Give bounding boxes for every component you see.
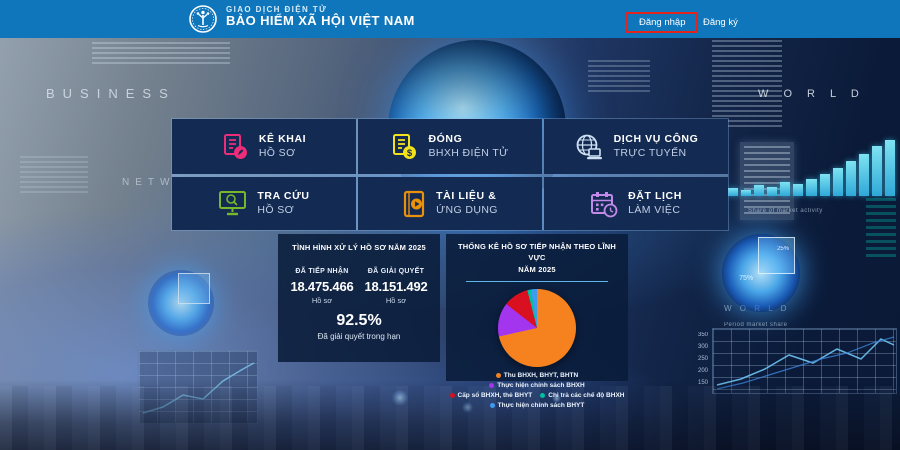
stat-received: ĐÃ TIẾP NHẬN 18.475.466 Hồ sơ <box>286 268 358 305</box>
decor-pie-caption: Period market share <box>724 322 788 328</box>
tile-label-line2: HỒ SƠ <box>258 146 296 159</box>
tile-label-line1: TÀI LIỆU & <box>436 190 497 203</box>
background-word-network: NETWORK <box>122 177 216 188</box>
menu-tile-ke-khai-ho-so[interactable]: KÊ KHAI HỒ SƠ <box>172 119 356 174</box>
site-brand: GIAO DỊCH ĐIỆN TỬ BẢO HIỂM XÃ HỘI VIỆT N… <box>226 5 415 29</box>
tile-label-line2: HỒ SƠ <box>257 203 295 216</box>
book-play-icon <box>404 190 425 217</box>
legend-color-dot <box>495 372 501 378</box>
pie-chart-panel: THỐNG KÊ HỒ SƠ TIẾP NHẬN THEO LĨNH VỰC N… <box>446 234 628 409</box>
background-word-world: W O R L D <box>758 88 865 100</box>
menu-tile-tra-cuu-ho-so[interactable]: TRA CỨU HỒ SƠ <box>172 177 356 230</box>
top-header-bar: GIAO DỊCH ĐIỆN TỬ BẢO HIỂM XÃ HỘI VIỆT N… <box>0 0 900 38</box>
legend-color-dot <box>540 392 546 398</box>
login-button[interactable]: Đăng nhập <box>626 12 699 33</box>
stat-resolved: ĐÃ GIẢI QUYẾT 18.151.492 Hồ sơ <box>360 268 432 305</box>
decor-bar-caption: Share of market activity <box>748 208 823 214</box>
decor-bar <box>754 185 765 196</box>
decor-text-block <box>588 60 650 94</box>
tile-label-line1: TRA CỨU <box>257 190 310 203</box>
legend-label: Thực hiện chính sách BHYT <box>497 401 585 409</box>
decor-bar <box>767 187 778 196</box>
vss-logo-icon <box>189 5 217 33</box>
stat-received-unit: Hồ sơ <box>311 296 333 306</box>
menu-tile-dich-vu-cong[interactable]: DỊCH VỤ CÔNG TRỰC TUYẾN <box>544 119 728 174</box>
pie-title-line2: NĂM 2025 <box>518 264 556 274</box>
decor-bar <box>858 154 869 196</box>
stat-resolved-value: 18.151.492 <box>364 279 428 295</box>
legend-item: Thực hiện chính sách BHXH <box>489 381 585 389</box>
stats-columns: ĐÃ TIẾP NHẬN 18.475.466 Hồ sơ ĐÃ GIẢI QU… <box>278 268 440 305</box>
decor-text-block <box>712 40 782 130</box>
decor-bar <box>871 146 882 196</box>
decor-glow-pie-left <box>148 270 214 336</box>
legend-item: Chi trả các chế độ BHXH <box>540 392 624 399</box>
brand-subtitle: GIAO DỊCH ĐIỆN TỬ <box>226 5 328 14</box>
decor-bar <box>806 179 817 196</box>
legend-label: Chi trả các chế độ BHXH <box>548 391 625 399</box>
stat-received-value: 18.475.466 <box>290 279 354 295</box>
decor-bar <box>728 188 739 196</box>
svg-text:$: $ <box>407 148 413 159</box>
stat-resolved-unit: Hồ sơ <box>385 296 407 306</box>
stat-resolved-label: ĐÃ GIẢI QUYẾT <box>367 268 425 276</box>
decor-bar <box>845 161 856 196</box>
monitor-search-icon <box>219 191 247 216</box>
calendar-clock-icon <box>591 191 618 217</box>
menu-tile-tai-lieu-ung-dung[interactable]: TÀI LIỆU & ỨNG DỤNG <box>358 177 542 230</box>
decor-bar <box>780 182 791 196</box>
globe-laptop-icon <box>576 134 602 159</box>
register-button[interactable]: Đăng ký <box>703 17 738 28</box>
tile-label-line1: ĐÓNG <box>428 133 463 146</box>
background-vignette <box>0 380 900 450</box>
legend-item: Thu BHXH, BHYT, BHTN <box>495 371 579 379</box>
background-word-business: BUSINESS <box>46 86 176 101</box>
decor-data-panel <box>740 142 794 220</box>
legend-item: Thực hiện chính sách BHYT <box>489 401 585 409</box>
pie-chart-legend: Thu BHXH, BHYT, BHTN Thực hiện chính sách… <box>446 372 628 409</box>
decor-teal-bars <box>866 198 896 260</box>
decor-text-block <box>20 156 88 194</box>
decor-glow-pie-right: 75% 25% <box>722 234 800 312</box>
decor-bar <box>741 190 752 196</box>
tile-label-line2: ỨNG DỤNG <box>436 203 498 216</box>
legend-item: Cấp sổ BHXH, thẻ BHYT <box>449 391 533 399</box>
decor-bar-chart <box>728 130 896 196</box>
stats-panel-title: TÌNH HÌNH XỬ LÝ HỒ SƠ NĂM 2025 <box>292 243 426 252</box>
on-time-percent: 92.5% <box>336 312 382 330</box>
tile-label-line1: DỊCH VỤ CÔNG <box>613 133 699 146</box>
main-menu-grid: KÊ KHAI HỒ SƠ $ ĐÓNG BHXH ĐIỆN TỬ <box>172 119 728 230</box>
records-by-field-pie-chart <box>498 288 576 367</box>
legend-color-dot <box>489 382 495 388</box>
processing-stats-panel: TÌNH HÌNH XỬ LÝ HỒ SƠ NĂM 2025 ĐÃ TIẾP N… <box>278 234 440 362</box>
document-edit-icon <box>223 133 247 159</box>
tile-label-line2: LÀM VIỆC <box>628 203 681 216</box>
decor-bar <box>793 184 804 196</box>
legend-label: Thực hiện chính sách BHXH <box>497 381 585 389</box>
decor-text-block <box>92 42 230 64</box>
on-time-percent-caption: Đã giải quyết trong hạn <box>317 332 401 342</box>
menu-tile-dong-bhxh-dien-tu[interactable]: $ ĐÓNG BHXH ĐIỆN TỬ <box>358 119 542 174</box>
decor-bar <box>884 140 896 196</box>
tile-label-line2: BHXH ĐIỆN TỬ <box>428 146 509 159</box>
legend-color-dot <box>489 402 495 408</box>
title-divider <box>466 280 608 282</box>
pie-panel-title: THỐNG KÊ HỒ SƠ TIẾP NHẬN THEO LĨNH VỰC N… <box>446 234 628 275</box>
legend-label: Cấp sổ BHXH, thẻ BHYT <box>457 391 533 399</box>
decor-axis-labels: 350300250200150 <box>697 332 708 386</box>
menu-tile-dat-lich-lam-viec[interactable]: ĐẶT LỊCH LÀM VIỆC <box>544 177 728 230</box>
decor-bar <box>832 168 843 196</box>
pie-title-line1: THỐNG KÊ HỒ SƠ TIẾP NHẬN THEO LĨNH VỰC <box>457 242 617 263</box>
tile-label-line2: TRỰC TUYẾN <box>613 146 687 159</box>
document-dollar-icon: $ <box>393 133 417 159</box>
decor-bar <box>819 174 830 196</box>
tile-label-line1: KÊ KHAI <box>258 133 307 146</box>
brand-title: BẢO HIỂM XÃ HỘI VIỆT NAM <box>226 13 415 29</box>
legend-color-dot <box>449 392 455 398</box>
tile-label-line1: ĐẶT LỊCH <box>628 190 682 203</box>
legend-label: Thu BHXH, BHYT, BHTN <box>503 371 579 379</box>
stat-received-label: ĐÃ TIẾP NHẬN <box>295 268 349 276</box>
